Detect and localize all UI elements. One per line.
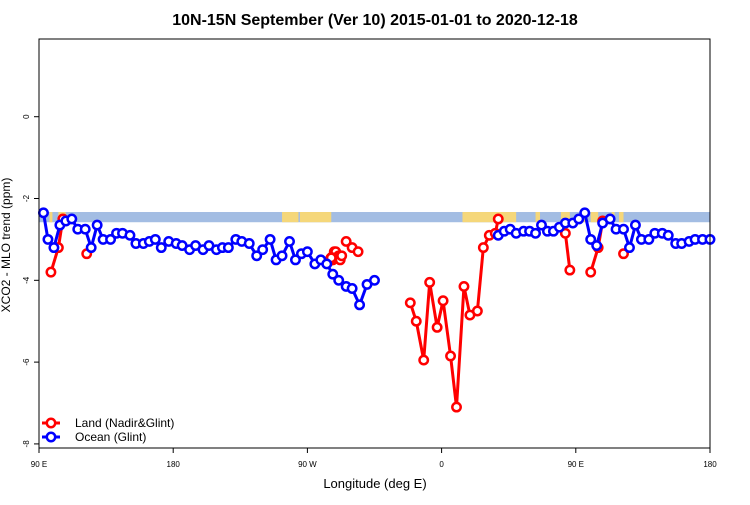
x-tick-label: 90 W [298, 460, 317, 469]
ocean-point [276, 250, 288, 262]
land-point [45, 266, 57, 278]
ocean-point [321, 258, 333, 270]
land-point [404, 297, 416, 309]
land-point [340, 236, 352, 247]
ocean-point [38, 207, 49, 219]
ocean-point [662, 229, 674, 241]
ocean-point [585, 233, 597, 245]
ocean-point [536, 219, 547, 231]
ocean-point [66, 213, 78, 225]
land-point [410, 315, 422, 327]
ocean-point [369, 274, 380, 286]
ocean-point [155, 242, 167, 254]
land-point [451, 401, 462, 413]
ocean-point [251, 250, 263, 262]
chart-title: 10N-15N September (Ver 10) 2015-01-01 to… [172, 12, 578, 29]
land-point [445, 350, 456, 362]
ocean-point [618, 223, 629, 235]
legend-item-ocean: Ocean (Glint) [42, 430, 146, 444]
legend-item-land: Land (Nadir&Glint) [42, 416, 174, 430]
ocean-point [301, 246, 313, 258]
ocean-point [257, 244, 269, 256]
legend-label-ocean: Ocean (Glint) [75, 430, 146, 444]
ocean-band [39, 212, 710, 223]
series-ocean [38, 207, 716, 311]
y-axis-label: XCO2 - MLO trend (ppm) [0, 178, 13, 313]
land-band-segment [619, 212, 624, 223]
ocean-point [591, 240, 603, 252]
ocean-point [346, 283, 358, 294]
x-tick-label: 90 E [31, 460, 47, 469]
ocean-point [290, 254, 301, 266]
land-point [352, 246, 364, 258]
land-point [458, 281, 470, 292]
y-tick-label: -6 [22, 358, 31, 366]
land-point [336, 250, 348, 262]
ocean-point [284, 236, 295, 247]
land-band-segment [282, 212, 299, 223]
ocean-point [354, 299, 366, 311]
ocean-point [643, 233, 655, 245]
ocean-point [105, 233, 117, 245]
ocean-point [124, 229, 136, 241]
ocean-point [573, 213, 585, 225]
y-tick-label: 0 [22, 114, 31, 119]
ocean-point [79, 223, 91, 235]
land-band-segment [560, 212, 570, 223]
y-tick-label: -2 [22, 194, 31, 202]
land-series-line [563, 233, 572, 271]
ocean-point [629, 219, 641, 231]
land-point [431, 321, 443, 333]
plot-frame [38, 38, 711, 449]
legend-marker-ocean [45, 431, 57, 443]
ocean-point [85, 242, 97, 254]
ocean-point [530, 227, 541, 239]
land-point [418, 354, 430, 366]
series-layer [38, 207, 716, 413]
land-point [471, 305, 483, 317]
legend: Land (Nadir&Glint) Ocean (Glint) [42, 416, 174, 444]
land-point [618, 248, 629, 260]
ocean-point [624, 242, 635, 254]
y-tick-label: -8 [22, 440, 31, 448]
ocean-point [243, 238, 255, 249]
land-point [437, 295, 449, 307]
ocean-point [579, 207, 591, 219]
land-band-segment [299, 212, 332, 223]
ocean-point [264, 233, 276, 245]
ocean-point [149, 233, 161, 245]
ocean-point [333, 274, 345, 286]
ocean-point [42, 233, 54, 245]
ocean-point [327, 268, 339, 280]
land-point [564, 264, 576, 276]
land-point [477, 242, 489, 254]
land-band-segment [49, 212, 53, 223]
x-tick-label: 180 [167, 460, 181, 469]
ocean-point [48, 242, 60, 254]
x-tick-label: 0 [439, 460, 444, 469]
axes: 90 E 180 90 W 0 90 E 180 0 -2 -4 -6 -8 [22, 114, 717, 469]
ocean-point [604, 213, 616, 225]
land-point [492, 213, 504, 225]
land-band-segment [462, 212, 517, 223]
land-point [559, 227, 571, 239]
legend-label-land: Land (Nadir&Glint) [75, 416, 174, 430]
ocean-point [91, 219, 103, 231]
land-band-segment [535, 212, 541, 223]
x-axis-label: Longitude (deg E) [323, 476, 426, 491]
land-point [585, 266, 597, 278]
ocean-point [222, 242, 234, 254]
x-tick-label: 180 [703, 460, 717, 469]
y-tick-label: -4 [22, 276, 31, 284]
legend-marker-land [45, 417, 57, 429]
land-point [424, 276, 436, 288]
land-band-segment [590, 212, 599, 223]
x-tick-label: 90 E [568, 460, 584, 469]
